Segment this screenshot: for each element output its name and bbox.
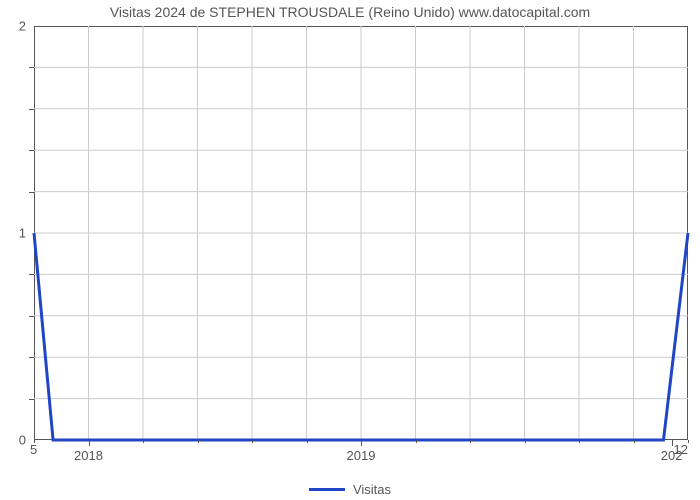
x-tick-label: 2019 [347,448,376,463]
x-major-tick [361,440,362,446]
legend-label: Visitas [353,482,391,497]
y-minor-tick [29,192,34,193]
x-minor-tick [634,440,635,443]
y-minor-tick [29,399,34,400]
y-minor-tick [29,67,34,68]
y-tick-label: 2 [0,19,26,34]
y-tick-label: 1 [0,226,26,241]
x-minor-tick [307,440,308,443]
x-major-tick [89,440,90,446]
legend-item: Visitas [309,482,391,497]
y-minor-tick [29,109,34,110]
x-minor-tick [470,440,471,443]
x-corner-left-label: 5 [30,442,37,457]
line-chart: Visitas 2024 de STEPHEN TROUSDALE (Reino… [0,0,700,500]
x-minor-tick [579,440,580,443]
y-tick-label: 0 [0,433,26,448]
y-minor-tick [29,316,34,317]
x-minor-tick [688,440,689,443]
x-minor-tick [198,440,199,443]
x-minor-tick [143,440,144,443]
x-major-tick [672,440,673,446]
legend: Visitas [0,478,700,497]
x-minor-tick [416,440,417,443]
y-minor-tick [29,274,34,275]
y-minor-tick [29,357,34,358]
x-tick-label: 2018 [74,448,103,463]
y-minor-tick [29,150,34,151]
plot-svg [0,0,700,500]
x-corner-right-label: 12 [674,442,688,457]
legend-swatch [309,488,345,491]
x-minor-tick [252,440,253,443]
x-minor-tick [525,440,526,443]
